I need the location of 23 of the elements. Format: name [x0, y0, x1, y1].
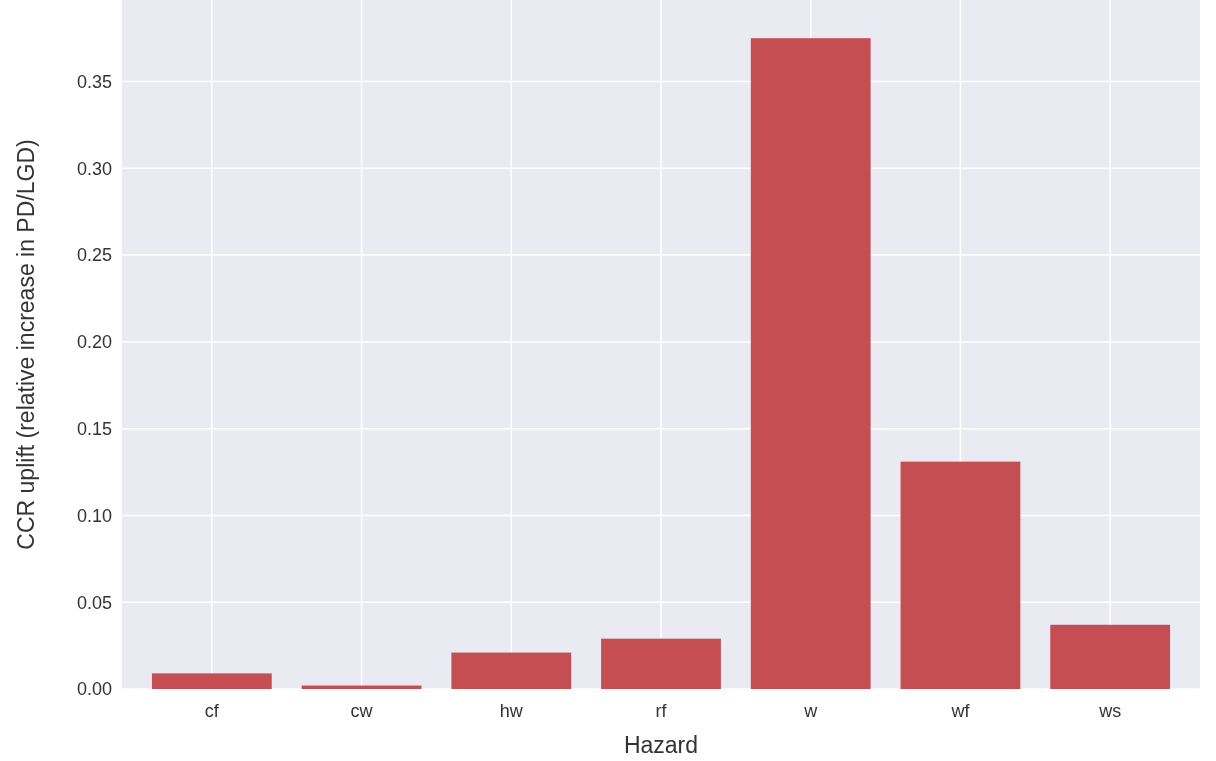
- x-tick-label: w: [803, 701, 819, 721]
- x-axis-title: Hazard: [623, 732, 699, 758]
- y-tick-label: 0.35: [76, 71, 112, 92]
- x-tick-label: ws: [1098, 701, 1122, 721]
- y-tick-label: 0.30: [76, 158, 112, 179]
- y-tick-label: 0.10: [76, 505, 112, 526]
- bar: [750, 38, 871, 689]
- bar: [601, 638, 721, 689]
- x-tick-label: cw: [350, 701, 374, 721]
- y-tick-label: 0.15: [76, 418, 112, 439]
- y-tick-label: 0.00: [76, 679, 112, 700]
- y-tick-label: 0.20: [76, 332, 112, 353]
- y-axis-title: CCR uplift (relative increase in PD/LGD): [13, 139, 39, 550]
- y-tick-label: 0.05: [76, 592, 112, 613]
- bar: [1050, 624, 1171, 689]
- y-tick-label: 0.25: [76, 245, 112, 266]
- x-tick-label: wf: [950, 701, 971, 721]
- x-tick-label: rf: [655, 701, 668, 721]
- x-tick-label: hw: [499, 701, 524, 721]
- bar: [151, 673, 272, 689]
- x-tick-label: cf: [204, 701, 220, 721]
- bar: [900, 461, 1021, 689]
- bar: [451, 652, 572, 689]
